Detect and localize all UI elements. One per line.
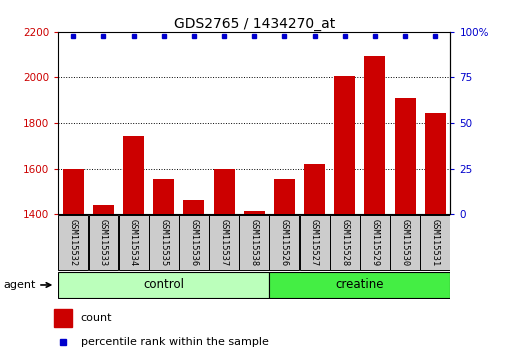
Text: GSM115527: GSM115527 [310,219,319,266]
Bar [119,215,148,270]
Bar [239,215,269,270]
Text: GSM115537: GSM115537 [219,219,228,266]
Text: GSM115528: GSM115528 [339,219,348,266]
Bar [88,215,118,270]
Title: GDS2765 / 1434270_at: GDS2765 / 1434270_at [173,17,334,31]
Text: control: control [143,279,184,291]
Bar [58,215,88,270]
Bar [269,272,449,298]
Bar [329,215,359,270]
Bar [394,98,415,214]
Text: percentile rank within the sample: percentile rank within the sample [80,337,268,347]
Bar [269,215,299,270]
Bar [304,164,325,214]
Bar [179,215,209,270]
Bar [389,215,419,270]
Text: GSM115531: GSM115531 [430,219,439,266]
Bar [273,179,294,214]
Text: GSM115533: GSM115533 [99,219,108,266]
Bar [364,56,385,214]
Bar [123,136,144,214]
Bar [420,215,449,270]
Bar [54,309,72,326]
Bar [299,215,329,270]
Bar [243,211,264,214]
Bar [148,215,178,270]
Bar [359,215,389,270]
Bar [333,76,355,214]
Text: GSM115536: GSM115536 [189,219,198,266]
Text: GSM115532: GSM115532 [69,219,78,266]
Text: GSM115530: GSM115530 [400,219,409,266]
Bar [213,169,234,214]
Text: count: count [80,313,112,323]
Bar [183,200,204,214]
Text: GSM115529: GSM115529 [370,219,379,266]
Bar [153,179,174,214]
Text: GSM115535: GSM115535 [159,219,168,266]
Bar [93,205,114,214]
Text: creatine: creatine [335,279,383,291]
Text: agent: agent [3,280,50,290]
Text: GSM115538: GSM115538 [249,219,258,266]
Text: GSM115534: GSM115534 [129,219,138,266]
Bar [424,113,445,214]
Text: GSM115526: GSM115526 [279,219,288,266]
Bar [58,272,269,298]
Bar [63,169,84,214]
Bar [209,215,238,270]
